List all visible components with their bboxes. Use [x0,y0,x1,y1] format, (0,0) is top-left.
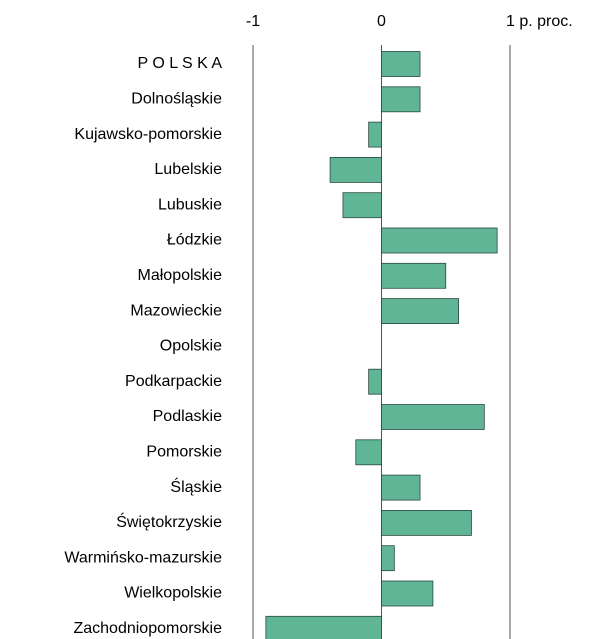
bar [368,368,382,395]
y-tick-label: P O L S K A [138,55,223,72]
y-tick-label: Małopolskie [138,267,223,284]
y-tick-label: Warmińsko-mazurskie [64,549,222,566]
y-tick-label: Śląskie [170,477,222,496]
bar [381,227,498,254]
bar [381,474,421,501]
y-tick-label: Dolnośląskie [131,91,222,108]
y-tick-label: Podlaskie [153,408,222,425]
x-tick-label: 1 p. proc. [506,13,573,30]
bar [355,439,382,466]
y-tick-label: Wielkopolskie [124,585,222,602]
bar [265,615,382,639]
y-tick-label: Lubelskie [154,161,222,178]
bar [342,192,382,219]
bar [381,298,459,325]
y-tick-label: Opolskie [160,338,222,355]
bar [368,121,382,148]
bar [381,404,485,430]
bar [381,262,447,289]
y-tick-label: Pomorskie [146,444,222,461]
y-tick-label: Kujawsko-pomorskie [74,126,222,143]
bar [381,580,434,607]
y-tick-label: Mazowieckie [130,302,222,319]
bar [381,51,421,77]
bar [329,156,382,183]
y-tick-label: Podkarpackie [125,373,222,390]
bar [381,86,421,113]
y-tick-label: Lubuskie [158,196,222,213]
x-tick-label: 0 [377,13,386,30]
x-tick-label: -1 [246,13,260,30]
y-tick-label: Zachodniopomorskie [73,620,222,637]
y-tick-label: Świętokrzyskie [116,512,222,531]
bar [381,509,472,536]
bar [381,545,395,572]
y-tick-label: Łódzkie [167,232,222,249]
